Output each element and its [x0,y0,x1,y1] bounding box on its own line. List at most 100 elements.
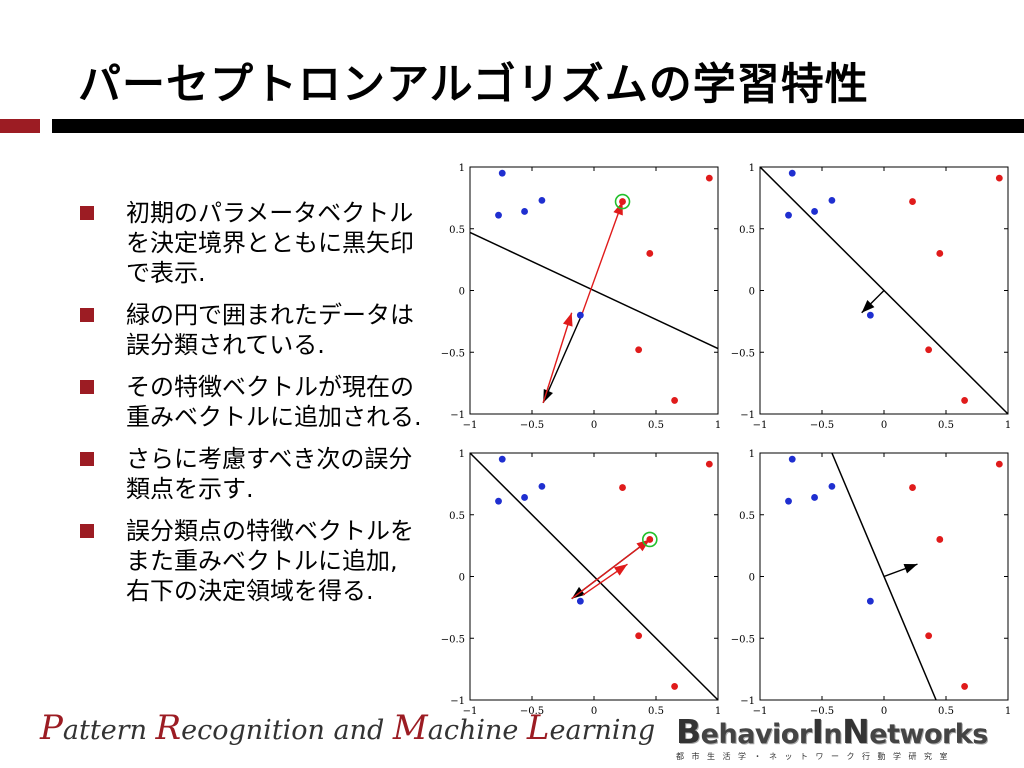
red-arrowhead [613,201,623,216]
x-tick-label: −0.5 [810,706,834,717]
blue-data-point [576,311,584,319]
red-data-point [995,174,1003,182]
bullet-item: 初期のパラメータベクトルを決定境界とともに黒矢印で表示. [78,198,428,288]
x-tick-label: −0.5 [810,420,834,431]
x-tick-label: −0.5 [520,706,544,717]
x-tick-label: 1 [715,706,721,717]
bullet-list: 初期のパラメータベクトルを決定境界とともに黒矢印で表示. 緑の円で囲まれたデータ… [78,198,428,618]
red-data-point [961,397,968,404]
blue-data-point [788,169,796,177]
red-data-point [909,198,916,205]
x-tick-label: 0 [591,420,597,431]
decision-boundary-line [469,231,719,350]
y-tick-label: −0.5 [441,634,465,645]
red-arrowhead [613,564,628,576]
course-title-part: ecognition and [181,715,393,746]
blue-data-point [866,311,874,319]
red-data-point [936,250,944,257]
blue-data-point [498,455,506,463]
red-data-point [619,484,626,491]
bullet-item: 緑の円で囲まれたデータは誤分類されている. [78,300,428,360]
y-tick-label: 0.5 [739,511,755,522]
lab-logo-subtitle: 都市生活学・ネットワーク行動学研究室 [676,752,955,761]
blue-data-point [498,169,506,177]
x-tick-label: 0.5 [648,420,664,431]
course-title-logo: Pattern Recognition and Machine Learning [40,708,655,748]
plot-bottom-left: −1 1 −0.5 0.5 0 0 0.5 −0.5 1 −1 [441,449,721,717]
blue-data-point [785,497,792,505]
red-vector-arrow [580,201,624,316]
y-tick-label: 1 [459,449,465,460]
bullet-text: その特徴ベクトルが現在の重みベクトルに追加される. [126,373,422,431]
y-tick-label: −1 [450,410,465,421]
lab-logo-wordmark: BehaviorInNetworks [676,712,988,751]
y-tick-label: −1 [740,410,755,421]
red-data-point [705,174,713,182]
decision-boundary-line [469,452,719,701]
blue-data-point [828,482,836,490]
blue-data-point [811,494,818,501]
square-bullet-icon [80,452,94,466]
misclassified-highlight-circle [614,193,631,210]
blue-data-point [866,597,874,605]
red-data-point [995,460,1003,468]
y-tick-label: 0 [749,287,755,298]
bullet-text: 初期のパラメータベクトルを決定境界とともに黒矢印で表示. [126,199,414,287]
blue-data-point [811,208,818,215]
x-tick-label: −0.5 [520,420,544,431]
plot-bottom-right-svg: −1 1 −0.5 0.5 0 0 0.5 −0.5 1 −1 [731,449,1011,717]
x-tick-label: 1 [1005,706,1011,717]
blue-data-point [785,211,792,219]
plot-bottom-left-svg: −1 1 −0.5 0.5 0 0 0.5 −0.5 1 −1 [441,449,721,717]
misclassified-highlight-circle [642,531,658,548]
square-bullet-icon [80,308,94,322]
x-tick-label: −1 [463,420,478,431]
blue-data-point [495,497,502,505]
x-tick-label: 0 [881,706,887,717]
x-tick-label: 1 [715,420,721,431]
square-bullet-icon [80,524,94,538]
blue-data-point [538,482,546,490]
blue-data-point [788,455,796,463]
y-tick-label: 0.5 [449,225,465,236]
blue-data-point [576,597,584,605]
x-tick-label: −1 [753,706,768,717]
red-data-point [961,683,968,690]
blue-data-point [828,196,836,204]
bullet-text: さらに考慮すべき次の誤分類点を示す. [126,445,413,503]
bullet-item: 誤分類点の特徴ベクトルをまた重みベクトルに追加, 右下の決定領域を得る. [78,516,428,606]
y-tick-label: 0 [459,573,465,584]
course-title-part: achine [427,715,527,746]
y-tick-label: 0.5 [739,225,755,236]
red-data-point [925,632,933,640]
x-tick-label: 0.5 [648,706,664,717]
black-arrowhead [543,388,553,403]
square-bullet-icon [80,206,94,220]
blue-data-point [521,494,528,501]
red-arrowhead [562,312,573,327]
course-title-cap: M [392,708,428,748]
x-tick-label: 0.5 [938,706,954,717]
x-tick-label: 0.5 [938,420,954,431]
y-tick-label: 0 [459,287,465,298]
title-underline-bar [52,119,1024,133]
bullet-item: その特徴ベクトルが現在の重みベクトルに追加される. [78,372,428,432]
red-data-point [705,460,713,468]
bullet-item: さらに考慮すべき次の誤分類点を示す. [78,444,428,504]
x-tick-label: 0 [591,706,597,717]
x-tick-label: 0 [881,420,887,431]
red-data-point [936,536,944,543]
course-title-part: earning [549,715,656,746]
red-data-point [671,683,678,690]
course-title-part: attern [62,715,156,746]
slide-title: パーセプトロンアルゴリズムの学習特性 [78,60,869,110]
red-vector-arrow [542,312,573,404]
course-title-cap: R [155,708,182,748]
lab-logo: BehaviorInNetworks 都市生活学・ネットワーク行動学研究室 [676,712,1006,762]
red-arrowhead [636,539,650,552]
black-vector-arrow [542,314,583,404]
black-arrowhead [861,300,875,313]
y-tick-label: −0.5 [731,348,755,359]
x-tick-label: 1 [1005,420,1011,431]
red-data-point [646,250,654,257]
